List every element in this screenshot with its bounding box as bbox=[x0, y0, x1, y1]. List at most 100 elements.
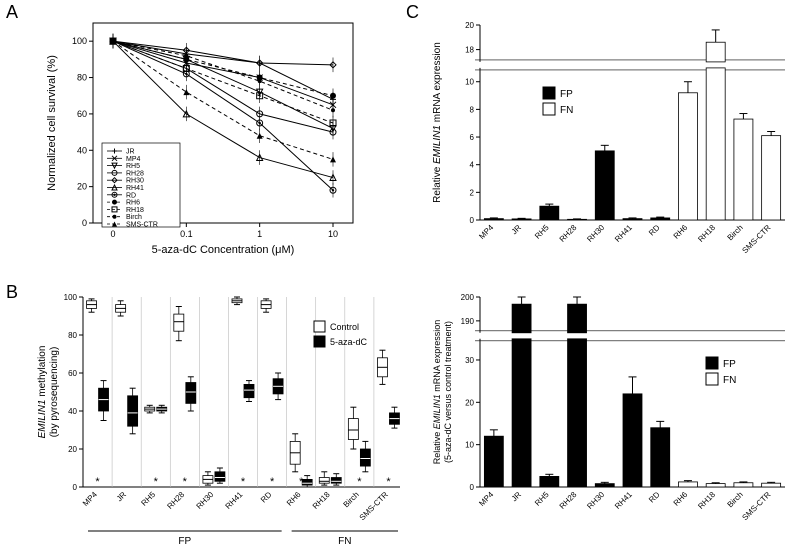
svg-text:*: * bbox=[95, 476, 100, 488]
svg-text:JR: JR bbox=[126, 149, 135, 156]
svg-text:RD: RD bbox=[647, 490, 662, 505]
svg-text:Birch: Birch bbox=[342, 490, 361, 509]
svg-text:RH41: RH41 bbox=[126, 185, 144, 192]
svg-text:MP4: MP4 bbox=[81, 490, 99, 508]
svg-text:RH41: RH41 bbox=[224, 490, 245, 511]
svg-text:FP: FP bbox=[560, 89, 573, 100]
svg-text:RH30: RH30 bbox=[126, 178, 144, 185]
svg-text:RH6: RH6 bbox=[672, 490, 690, 508]
panel-a-chart: 0 20 40 60 80 100 0 0.1 1 10 5-aza-dC Concentratio… bbox=[18, 5, 368, 275]
svg-text:Birch: Birch bbox=[126, 214, 142, 221]
svg-text:*: * bbox=[299, 476, 304, 488]
svg-text:10: 10 bbox=[465, 78, 474, 87]
panel-b-chart: 020406080100EMILIN1 methylation(by pyros… bbox=[18, 285, 400, 545]
svg-text:20: 20 bbox=[465, 398, 474, 407]
svg-text:SMS-CTR: SMS-CTR bbox=[126, 222, 158, 229]
svg-text:Birch: Birch bbox=[726, 490, 745, 509]
svg-text:5-aza-dC: 5-aza-dC bbox=[330, 337, 368, 347]
svg-text:FN: FN bbox=[338, 536, 351, 545]
svg-text:*: * bbox=[183, 476, 188, 488]
svg-text:FP: FP bbox=[723, 359, 736, 370]
svg-text:20: 20 bbox=[77, 182, 87, 192]
svg-text:RH18: RH18 bbox=[696, 490, 717, 511]
svg-text:RH18: RH18 bbox=[696, 223, 717, 244]
svg-text:RH5: RH5 bbox=[139, 490, 157, 508]
svg-text:0: 0 bbox=[470, 216, 475, 225]
svg-text:40: 40 bbox=[68, 407, 77, 416]
svg-text:0.1: 0.1 bbox=[180, 229, 193, 239]
svg-text:10: 10 bbox=[465, 441, 474, 450]
svg-text:RH6: RH6 bbox=[285, 490, 303, 508]
svg-text:*: * bbox=[357, 476, 362, 488]
svg-text:RH5: RH5 bbox=[126, 163, 140, 170]
svg-text:FN: FN bbox=[560, 105, 573, 116]
svg-text:FN: FN bbox=[723, 375, 736, 386]
svg-text:MP4: MP4 bbox=[477, 490, 495, 508]
svg-text:Relative EMILIN1 mRNA expressi: Relative EMILIN1 mRNA expression bbox=[432, 320, 442, 465]
svg-text:8: 8 bbox=[470, 105, 475, 114]
svg-text:20: 20 bbox=[68, 445, 77, 454]
svg-text:60: 60 bbox=[68, 369, 77, 378]
svg-text:60: 60 bbox=[77, 109, 87, 119]
svg-text:RD: RD bbox=[259, 490, 274, 505]
svg-text:Normalized cell survival (%): Normalized cell survival (%) bbox=[46, 55, 58, 191]
svg-text:RH6: RH6 bbox=[126, 200, 140, 207]
svg-text:RH30: RH30 bbox=[194, 490, 215, 511]
svg-text:RH5: RH5 bbox=[533, 223, 551, 241]
svg-text:RH28: RH28 bbox=[126, 170, 144, 177]
svg-text:RH28: RH28 bbox=[558, 223, 579, 244]
svg-text:0: 0 bbox=[82, 218, 87, 228]
svg-text:JR: JR bbox=[510, 223, 523, 236]
svg-text:100: 100 bbox=[64, 293, 78, 302]
svg-text:*: * bbox=[241, 476, 246, 488]
svg-text:4: 4 bbox=[470, 161, 475, 170]
svg-text:JR: JR bbox=[510, 490, 523, 503]
svg-text:2: 2 bbox=[470, 188, 475, 197]
svg-text:SMS-CTR: SMS-CTR bbox=[740, 223, 772, 255]
svg-text:*: * bbox=[154, 476, 159, 488]
svg-text:200: 200 bbox=[461, 293, 475, 302]
svg-text:RH18: RH18 bbox=[311, 490, 332, 511]
svg-text:*: * bbox=[270, 476, 275, 488]
svg-text:RD: RD bbox=[126, 192, 136, 199]
panel-b-label: B bbox=[6, 282, 18, 303]
panel-c-bottom-chart: 0 10 20 30 190 200 Relative EMILIN1 mRNA expre… bbox=[418, 285, 798, 545]
svg-text:30: 30 bbox=[465, 356, 474, 365]
svg-text:190: 190 bbox=[461, 317, 475, 326]
svg-text:MP4: MP4 bbox=[126, 156, 141, 163]
svg-text:(by pyrosequencing): (by pyrosequencing) bbox=[49, 347, 60, 438]
svg-text:Birch: Birch bbox=[726, 223, 745, 242]
svg-text:RH6: RH6 bbox=[672, 223, 690, 241]
svg-text:RH5: RH5 bbox=[533, 490, 551, 508]
svg-text:SMS-CTR: SMS-CTR bbox=[358, 490, 390, 522]
svg-text:80: 80 bbox=[77, 73, 87, 83]
svg-text:FP: FP bbox=[178, 536, 191, 545]
svg-text:RH41: RH41 bbox=[613, 223, 634, 244]
svg-text:RH30: RH30 bbox=[585, 223, 606, 244]
svg-text:JR: JR bbox=[115, 490, 128, 503]
svg-text:6: 6 bbox=[470, 133, 475, 142]
svg-text:SMS-CTR: SMS-CTR bbox=[740, 490, 772, 522]
svg-text:0: 0 bbox=[470, 483, 475, 492]
svg-text:(5-aza-dC versus control treat: (5-aza-dC versus control treatment) bbox=[443, 321, 453, 463]
svg-text:0: 0 bbox=[73, 483, 78, 492]
svg-text:18: 18 bbox=[465, 46, 474, 55]
svg-text:40: 40 bbox=[77, 145, 87, 155]
svg-text:RH41: RH41 bbox=[613, 490, 634, 511]
svg-text:Control: Control bbox=[330, 322, 359, 332]
panel-a-label: A bbox=[6, 2, 18, 23]
panel-c-top-chart: 02468101820Relative EMILIN1 mRNA express… bbox=[418, 5, 798, 270]
svg-text:100: 100 bbox=[72, 36, 87, 46]
svg-text:RH28: RH28 bbox=[165, 490, 186, 511]
svg-text:5-aza-dC Concentration (μM): 5-aza-dC Concentration (μM) bbox=[152, 244, 295, 256]
svg-text:0: 0 bbox=[110, 229, 115, 239]
svg-text:MP4: MP4 bbox=[477, 223, 495, 241]
svg-text:20: 20 bbox=[465, 21, 474, 30]
svg-text:1: 1 bbox=[257, 229, 262, 239]
svg-text:EMILIN1 methylation: EMILIN1 methylation bbox=[37, 346, 48, 439]
svg-text:10: 10 bbox=[328, 229, 338, 239]
svg-text:*: * bbox=[386, 476, 391, 488]
svg-text:RH30: RH30 bbox=[585, 490, 606, 511]
svg-text:RH18: RH18 bbox=[126, 207, 144, 214]
svg-text:RD: RD bbox=[647, 223, 662, 238]
